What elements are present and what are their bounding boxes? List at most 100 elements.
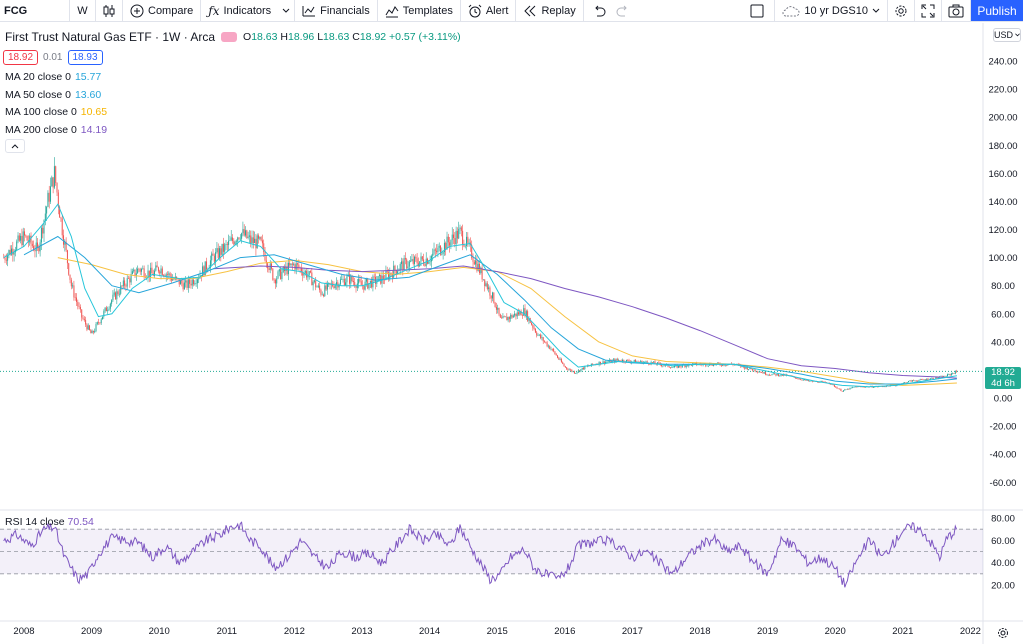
ma20-legend[interactable]: MA 20 close 0 15.77 [5,71,101,83]
candle-body [661,364,663,366]
candle-body [64,241,66,245]
rsi-legend[interactable]: RSI 14 close 70.54 [5,516,94,528]
candle-body [72,285,74,287]
candle-body [902,382,904,384]
candles-series [3,157,958,392]
symbol-search-button[interactable]: FCG [0,0,70,21]
candle-body [59,206,61,218]
time-tick-label: 2014 [419,626,440,637]
pink-badge-icon[interactable] [221,32,238,42]
symbol-label: FCG [4,4,28,17]
candle-body [155,265,157,271]
last-price-value: 18.92 [991,367,1015,378]
candle-body [637,361,639,363]
candle-body [501,317,503,319]
candle-body [79,306,81,310]
compare-button[interactable]: Compare [123,0,202,21]
currency-dropdown[interactable]: USD [993,28,1021,42]
fullscreen-mode-button[interactable] [740,0,776,21]
candle-body [303,272,305,276]
replay-label: Replay [541,4,576,17]
candle-body [294,264,296,270]
fullscreen-button[interactable] [915,0,942,21]
layout-button[interactable]: 10 yr DGS10 [775,0,888,21]
candle-body [450,240,452,246]
undo-button[interactable] [584,0,610,21]
candle-body [759,371,761,373]
candle-body [884,386,886,388]
sell-button[interactable]: 18.92 [3,50,39,65]
candle-body [510,314,512,319]
ma100-value: 10.65 [80,106,108,118]
candle-body [237,237,239,242]
candle-body [622,359,624,362]
bar-countdown: 4d 6h [991,378,1015,389]
candle-body [313,280,315,282]
candle-body [443,242,445,253]
candle-body [499,314,501,318]
gear-icon[interactable] [998,628,1008,638]
candle-body [822,381,824,382]
candle-body [811,380,813,382]
candle-body [563,363,565,367]
price-tick-label: 60.00 [991,309,1015,320]
candle-body [646,361,648,363]
indicators-dropdown-button[interactable] [278,0,296,21]
buy-button[interactable]: 18.93 [67,50,103,65]
ma200-legend[interactable]: MA 200 close 0 14.19 [5,124,107,136]
templates-button[interactable]: Templates [378,0,461,21]
chart-area[interactable]: 240.00 220.00 200.00 180.00 160.00 140.00 120.… [0,23,1023,644]
candle-body [623,359,625,362]
collapse-legend-button[interactable] [5,139,25,153]
candle-body [403,258,405,270]
candle-body [936,377,938,379]
candle-body [416,258,418,264]
rsi-tick-label: 60.00 [991,536,1015,547]
candle-body [488,287,490,289]
ma50-legend[interactable]: MA 50 close 0 13.60 [5,89,101,101]
candle-body [852,387,854,388]
candle-body [235,241,237,243]
candle-body [310,271,312,273]
candle-body [112,294,114,301]
candle-body [55,166,57,183]
candle-body [239,238,241,240]
candle-body [796,378,798,379]
candle-body [216,248,218,253]
candle-body [385,271,387,280]
candle-body [553,348,555,352]
candle-body [372,276,374,288]
candle-body [495,306,497,310]
candle-body [163,275,165,276]
candle-body [520,311,522,316]
interval-button[interactable]: W [70,0,96,21]
candle-body [935,377,937,380]
candle-body [148,270,150,278]
candle-body [781,374,783,376]
candle-body [538,334,540,336]
candle-body [846,388,848,390]
candle-body [833,385,835,387]
candle-body [248,235,250,237]
ma100-legend[interactable]: MA 100 close 0 10.65 [5,106,107,118]
candle-body [663,365,665,367]
financials-button[interactable]: Financials [295,0,378,21]
candle-body [779,375,781,377]
chart-type-button[interactable] [96,0,123,21]
low-label: L [317,31,324,43]
candle-body [584,366,586,370]
snapshot-button[interactable] [942,0,971,21]
publish-button[interactable]: Publish [971,0,1023,21]
candle-body [408,261,410,267]
candle-body [20,235,22,241]
candle-body [480,267,482,273]
replay-button[interactable]: Replay [516,0,584,21]
redo-button[interactable] [610,0,636,21]
candle-body [66,250,68,264]
candle-body [831,384,833,385]
high-value: 18.96 [288,31,315,43]
settings-button[interactable] [888,0,915,21]
alert-button[interactable]: Alert [461,0,517,21]
candle-body [360,281,362,286]
indicators-button[interactable]: ƒx Indicators [201,0,278,21]
